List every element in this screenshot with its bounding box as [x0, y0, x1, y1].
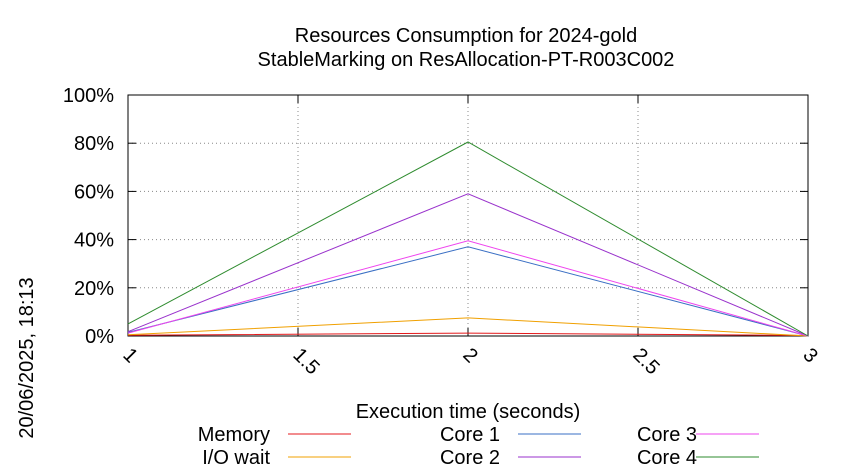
- x-tick-label: 1: [118, 344, 141, 367]
- y-tick-label: 100%: [63, 85, 114, 107]
- legend-label: I/O wait: [202, 447, 270, 469]
- legend-label: Core 1: [440, 424, 500, 446]
- y-tick-label: 0%: [85, 326, 114, 348]
- y-tick-label: 40%: [74, 230, 114, 252]
- series-line-i-o-wait: [127, 317, 809, 337]
- x-axis-ticks: 1 1.5 2 2.5 3: [118, 95, 822, 379]
- y-tick-label: 60%: [74, 181, 114, 203]
- grid-lines: [128, 95, 808, 336]
- x-tick-label: 2: [458, 344, 481, 367]
- series-line-core-4: [127, 141, 809, 337]
- series-line-memory: [127, 332, 809, 336]
- series-line-core-2: [127, 193, 809, 337]
- legend-label: Core 2: [440, 447, 500, 469]
- series-line-core-3: [127, 240, 809, 337]
- y-tick-label: 20%: [74, 278, 114, 300]
- series-lines: [127, 141, 809, 337]
- x-tick-label: 3: [798, 344, 821, 367]
- x-tick-label: 2.5: [628, 344, 663, 379]
- legend-label: Memory: [198, 424, 270, 446]
- chart-title-line-2: StableMarking on ResAllocation-PT-R003C0…: [258, 49, 675, 71]
- y-tick-label: 80%: [74, 133, 114, 155]
- x-tick-label: 1.5: [288, 344, 323, 379]
- series-line-core-1: [127, 246, 809, 337]
- x-axis-label: Execution time (seconds): [356, 401, 581, 423]
- legend-label: Core 4: [637, 447, 697, 469]
- timestamp-label: 20/06/2025, 18:13: [16, 277, 38, 438]
- chart-title-line-1: Resources Consumption for 2024-gold: [295, 25, 637, 47]
- y-axis-ticks: 0% 20% 40% 60% 80% 100%: [63, 85, 808, 348]
- legend-label: Core 3: [637, 424, 697, 446]
